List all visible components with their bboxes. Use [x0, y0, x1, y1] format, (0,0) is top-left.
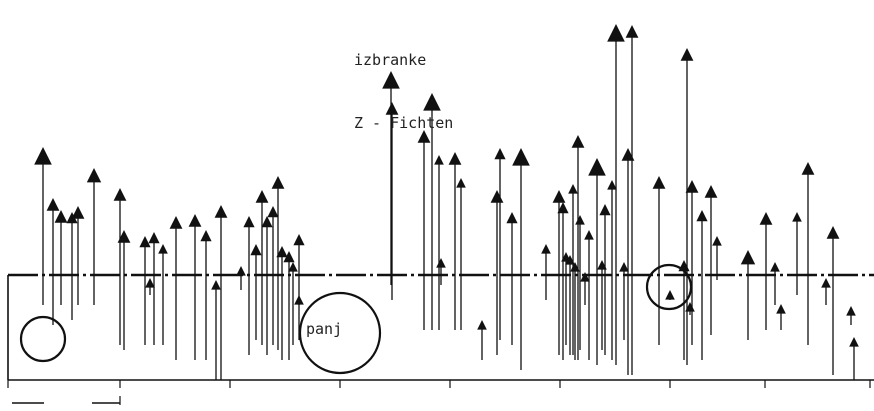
tree-arrow-head — [288, 262, 298, 272]
tree-arrow-head — [541, 244, 551, 254]
tree-arrow-head — [456, 178, 466, 188]
tree-arrow-head — [571, 135, 585, 148]
tree-arrow-head — [552, 190, 566, 203]
tree-arrow-head — [271, 176, 285, 189]
tree-arrow-head — [712, 236, 722, 246]
tree-arrow-head — [113, 188, 127, 201]
tree-arrow-head — [385, 102, 399, 115]
tree-arrow-head — [588, 158, 606, 176]
tree-arrow-head — [696, 210, 708, 222]
tree-arrow-head — [417, 130, 431, 143]
tree-arrow-head — [607, 180, 617, 190]
tree-arrow-head — [685, 180, 699, 193]
tree-arrow-head — [575, 215, 585, 225]
tree-arrow-head — [678, 260, 690, 272]
tree-arrow-head — [267, 206, 279, 218]
tree-arrow-head — [557, 202, 569, 214]
tree-arrow-head — [619, 262, 629, 272]
tree-arrow-head — [243, 216, 255, 228]
tree-arrow-head — [490, 190, 504, 203]
tree-arrow-head — [704, 185, 718, 198]
tree-arrow-head — [382, 71, 400, 89]
tree-arrow-head — [846, 306, 856, 316]
stump-circle — [298, 291, 382, 375]
tree-arrow-head — [759, 212, 773, 225]
tree-arrow-head — [250, 244, 262, 256]
tree-arrow-head — [625, 25, 639, 38]
tree-arrow-head — [776, 304, 786, 314]
tree-arrow-head — [54, 210, 68, 223]
stump-label: panj — [306, 320, 343, 338]
tree-arrow-head — [770, 262, 780, 272]
tree-arrow-head — [255, 190, 269, 203]
tree-arrow-head — [145, 278, 155, 288]
tree-arrow-head — [86, 168, 102, 183]
tree-arrow-head — [436, 258, 446, 268]
tree-arrow-head — [740, 250, 756, 265]
tree-arrow-head — [66, 212, 78, 224]
tree-arrow-head — [139, 236, 151, 248]
tree-arrow-head — [200, 230, 212, 242]
diagram-title: izbranke Z - Fichten — [354, 8, 453, 176]
title-line-2: Z - Fichten — [354, 114, 454, 132]
tree-arrow-head — [621, 148, 635, 161]
tree-arrow-head — [849, 337, 859, 347]
tree-arrow-head — [801, 162, 815, 175]
tree-arrow-head — [169, 216, 183, 229]
tree-arrow-head — [477, 320, 487, 330]
tree-arrow-head — [826, 226, 840, 239]
tree-arrow-head — [512, 148, 530, 166]
tree-arrow-head — [448, 152, 462, 165]
circle-right — [645, 263, 693, 311]
tree-arrow-head — [494, 148, 506, 160]
tree-arrow-head — [276, 246, 288, 258]
tree-arrow-head — [214, 205, 228, 218]
tree-arrow-head — [680, 48, 694, 61]
tree-arrow-head — [568, 184, 578, 194]
tree-arrow-head — [294, 295, 304, 305]
tree-arrow-head — [261, 216, 273, 228]
tree-arrow-head — [158, 244, 168, 254]
tree-arrow-head — [506, 212, 518, 224]
tree-arrow-head — [423, 93, 441, 111]
tree-arrow-head — [46, 198, 60, 211]
tree-arrow-head — [34, 147, 52, 165]
circle-left — [19, 315, 67, 363]
tree-arrow-head — [236, 266, 246, 276]
tree-arrow-head — [599, 204, 611, 216]
title-line-1: izbranke — [354, 51, 427, 69]
tree-arrow-head — [293, 234, 305, 246]
tree-arrow-head — [665, 290, 675, 300]
tree-arrow-head — [434, 155, 444, 165]
tree-arrow-head — [148, 232, 160, 244]
tree-arrow-head — [821, 278, 831, 288]
tree-arrow-head — [652, 176, 666, 189]
tree-arrow-head — [584, 230, 594, 240]
tree-arrow-head — [283, 251, 295, 263]
tree-arrow-head — [71, 206, 85, 219]
tree-arrow-head — [580, 272, 590, 282]
tree-arrow-head — [117, 230, 131, 243]
tree-arrow-head — [792, 212, 802, 222]
tree-arrow-head — [188, 214, 202, 227]
tree-arrow-head — [607, 24, 625, 42]
tree-arrow-head — [211, 280, 221, 290]
